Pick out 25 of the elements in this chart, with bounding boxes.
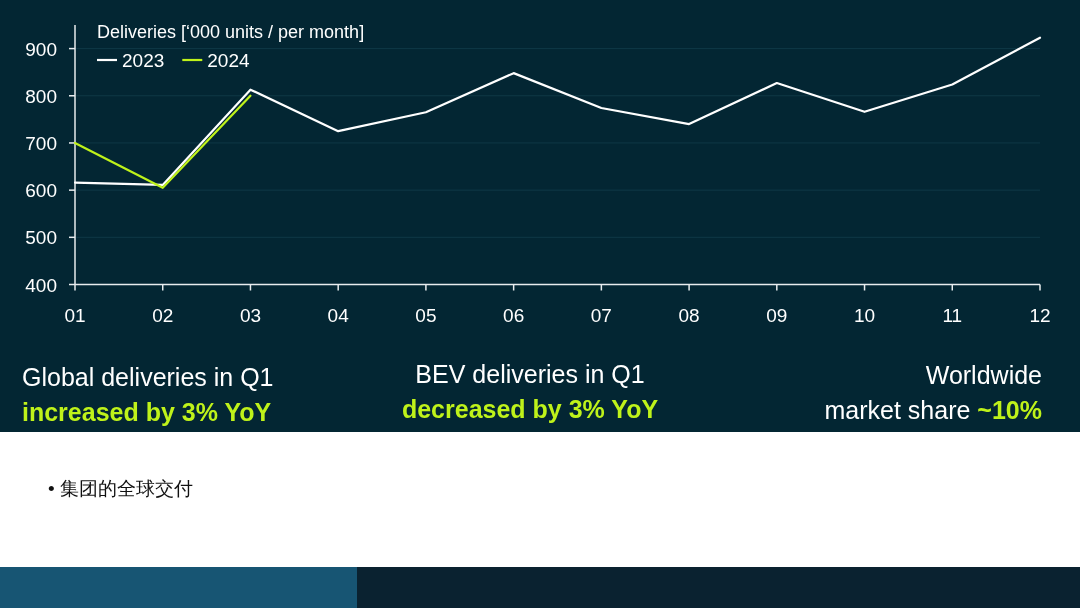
x-tick-label: 03: [239, 304, 262, 326]
y-tick-label: 400: [25, 274, 57, 296]
text: Worldwide market share ~10%: [824, 361, 1042, 424]
x-tick-label: 12: [1029, 304, 1051, 326]
y-tick-label: 700: [25, 132, 57, 154]
text: Global deliveries in Q1 increased by 3% YoY: [22, 363, 274, 426]
y-tick-label: 900: [25, 38, 57, 60]
legend-label: 2023: [122, 50, 165, 71]
x-tick-label: 04: [327, 304, 350, 326]
x-tick-label: 01: [64, 304, 86, 326]
text: • 集团的全球交付: [48, 478, 193, 499]
x-tick-label: 05: [415, 304, 437, 326]
x-tick-label: 08: [678, 304, 700, 326]
legend-label: 2024: [207, 50, 250, 71]
x-tick-label: 07: [590, 304, 612, 326]
y-tick-label: 500: [25, 227, 57, 249]
y-tick-label: 800: [25, 85, 57, 107]
text: BEV deliveries in Q1 decreased by 3% YoY: [401, 360, 659, 423]
legend-title: Deliveries [‘000 units / per month]: [97, 22, 365, 42]
x-tick-label: 06: [503, 304, 525, 326]
x-tick-label: 10: [853, 304, 876, 326]
y-tick-label: 600: [25, 180, 57, 202]
x-tick-label: 11: [942, 304, 963, 326]
x-tick-label: 09: [766, 304, 788, 326]
x-tick-label: 02: [152, 304, 174, 326]
